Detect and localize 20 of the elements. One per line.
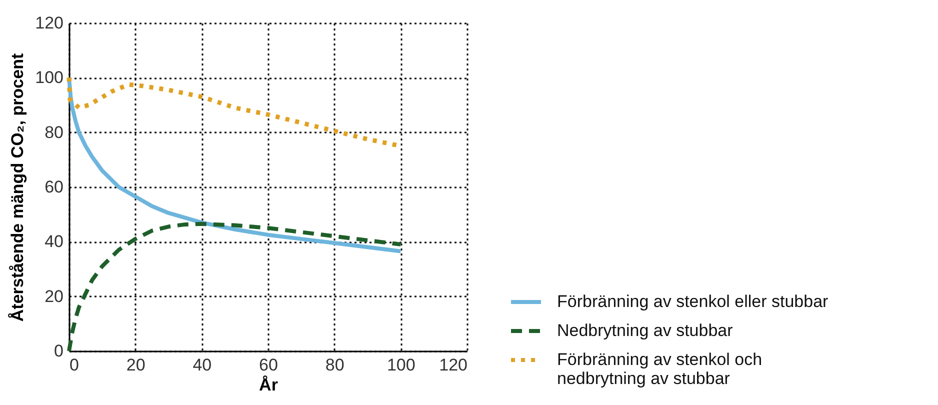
- y-tick-label: 0: [54, 342, 64, 360]
- x-tick-label: 0: [70, 356, 79, 374]
- legend-label: Förbränning av stenkol eller stubbar: [557, 292, 829, 311]
- x-axis-title: År: [259, 376, 278, 394]
- x-tick-label: 120: [439, 356, 468, 374]
- y-tick-label: 40: [44, 232, 64, 252]
- x-tick-label: 100: [386, 356, 416, 374]
- y-tick-label: 120: [35, 14, 64, 32]
- y-tick-label: 60: [44, 178, 64, 196]
- y-tick-label: 80: [44, 122, 64, 142]
- legend-label: Nedbrytning av stubbar: [557, 321, 734, 340]
- x-tick-label: 40: [192, 356, 212, 374]
- x-tick-label: 80: [325, 356, 344, 374]
- y-tick-label: 20: [44, 286, 64, 306]
- y-axis-title: Återstående mängd CO₂, procent: [8, 53, 28, 322]
- line-series: [67, 222, 403, 353]
- legend-label: Förbränning av stenkol och nedbrytning av stubbar: [557, 350, 762, 388]
- x-tick-label: 60: [259, 356, 278, 374]
- x-tick-label: 20: [126, 356, 146, 374]
- y-tick-label: 100: [35, 68, 64, 88]
